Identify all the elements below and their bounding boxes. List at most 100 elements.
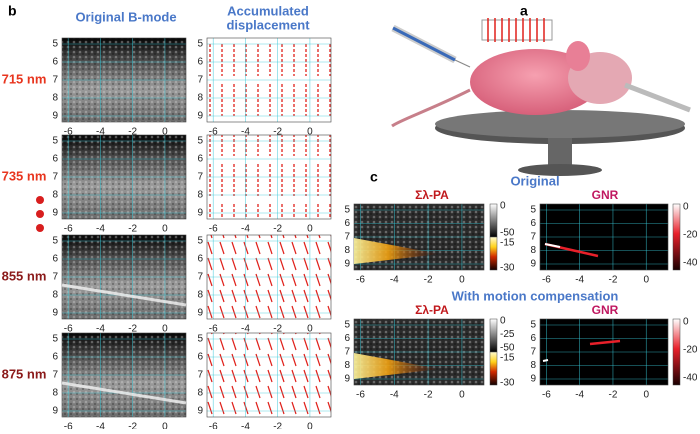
x-tick-label: 0 [162,324,168,335]
y-tick-label: 5 [530,320,536,331]
x-tick-label: -6 [356,275,365,286]
colorbar-tick-label: 0 [683,317,689,328]
axes-frame [539,318,669,386]
x-tick-label: 0 [162,224,168,235]
x-tick-label: -2 [273,324,282,335]
x-tick-label: 0 [459,390,465,401]
colorbar [489,351,498,386]
x-tick-label: -4 [575,275,584,286]
pa-signal [354,353,440,379]
subplot-title: GNR [592,188,619,202]
x-tick-label: -2 [273,127,282,138]
y-tick-label: 6 [344,333,350,344]
x-tick-label: -2 [128,422,137,429]
bright-band [61,283,187,307]
y-tick-label: 8 [52,290,58,301]
colorbar-tick-label: 0 [683,202,689,213]
y-tick-label: 9 [197,406,203,417]
colorbar-tick-label: -30 [500,263,515,274]
y-tick-label: 9 [197,111,203,122]
y-tick-label: 9 [52,111,58,122]
axes-frame [206,234,332,320]
y-tick-label: 9 [52,308,58,319]
axes-frame [353,203,485,271]
x-tick-label: -6 [542,390,551,401]
colorbar [672,318,681,386]
x-tick-label: 0 [307,127,313,138]
y-tick-label: 7 [52,172,58,183]
x-tick-label: 0 [307,324,313,335]
x-tick-label: -6 [356,390,365,401]
x-tick-label: -6 [209,127,218,138]
column-title: Accumulated [227,3,309,18]
x-tick-label: -4 [390,390,399,401]
wavelength-label: 855 nm [2,268,47,283]
x-tick-label: -4 [241,422,250,429]
colorbar-tick-label: -15 [500,353,515,364]
y-tick-label: 7 [530,347,536,358]
ellipsis-dots [36,196,44,232]
y-tick-label: 5 [344,320,350,331]
x-tick-label: 0 [643,390,649,401]
x-tick-label: 0 [643,275,649,286]
y-tick-label: 7 [197,370,203,381]
y-tick-label: 6 [197,154,203,165]
mouse-illustration [391,18,691,176]
x-tick-label: -2 [128,324,137,335]
x-tick-label: 0 [162,127,168,138]
wavelength-label: 715 nm [2,71,47,86]
subplot-title: Σλ-PA [415,188,449,202]
y-tick-label: 6 [344,218,350,229]
y-tick-label: 9 [530,374,536,385]
x-tick-label: -6 [209,422,218,429]
colorbar-tick-label: -30 [500,378,515,389]
x-tick-label: -2 [609,390,618,401]
colorbar [672,203,681,271]
x-tick-label: -6 [64,422,73,429]
y-tick-label: 8 [52,190,58,201]
colorbar-tick-label: -20 [683,230,698,241]
x-tick-label: -2 [424,390,433,401]
gnr-signal [589,339,621,346]
x-tick-label: -4 [96,127,105,138]
y-tick-label: 5 [197,334,203,345]
bright-band [61,381,187,405]
axes-frame [61,332,187,418]
y-tick-label: 6 [530,333,536,344]
x-tick-label: -4 [241,224,250,235]
y-tick-label: 8 [344,360,350,371]
colorbar-tick-label: -40 [683,258,698,269]
y-tick-label: 7 [52,272,58,283]
wavelength-label: 735 nm [2,168,47,183]
y-tick-label: 9 [197,308,203,319]
y-tick-label: 8 [197,190,203,201]
x-tick-label: 0 [459,275,465,286]
y-tick-label: 8 [197,388,203,399]
y-tick-label: 7 [344,232,350,243]
y-tick-label: 9 [52,208,58,219]
x-tick-label: -6 [209,324,218,335]
x-tick-label: -4 [96,224,105,235]
x-tick-label: -4 [241,324,250,335]
colorbar-tick-label: -40 [683,373,698,384]
x-tick-label: -2 [273,422,282,429]
x-tick-label: -2 [128,224,137,235]
y-tick-label: 7 [197,272,203,283]
y-tick-label: 6 [197,57,203,68]
x-tick-label: -6 [64,127,73,138]
y-tick-label: 5 [530,205,536,216]
column-title: displacement [226,17,310,32]
y-tick-label: 6 [52,154,58,165]
y-tick-label: 6 [52,254,58,265]
y-tick-label: 5 [197,136,203,147]
y-tick-label: 8 [52,93,58,104]
y-tick-label: 9 [344,259,350,270]
colorbar [489,318,498,353]
x-tick-label: -4 [96,422,105,429]
x-tick-label: -4 [96,324,105,335]
y-tick-label: 5 [52,39,58,50]
y-tick-label: 6 [197,352,203,363]
colorbar-tick-label: 0 [500,316,506,327]
axes-frame [206,37,332,123]
axes-frame [353,318,485,386]
